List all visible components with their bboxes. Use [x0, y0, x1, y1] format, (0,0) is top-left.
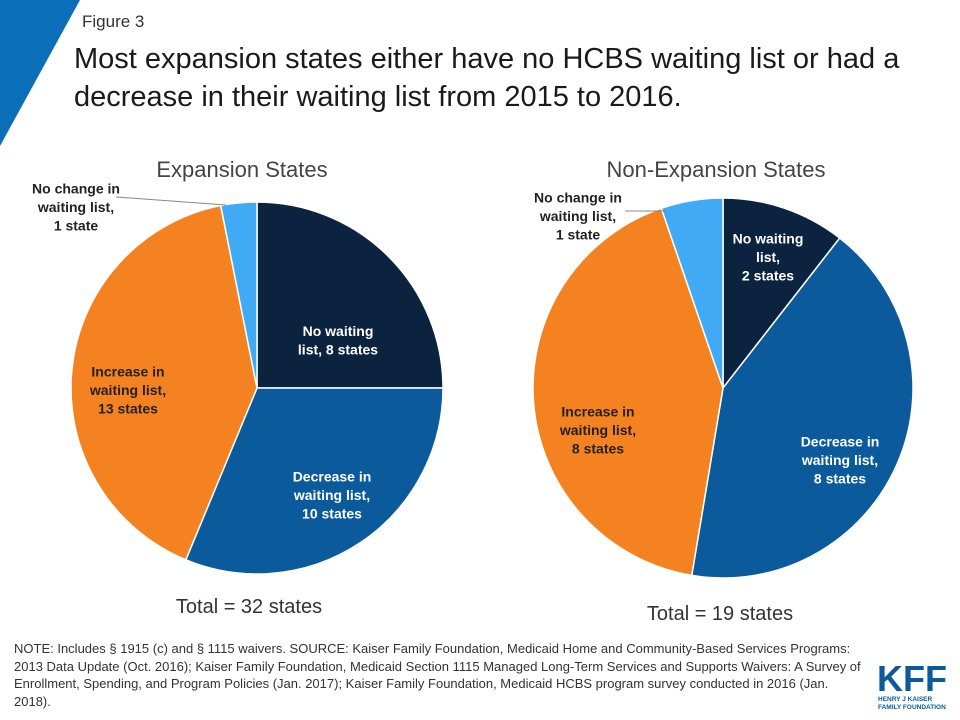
- data-label-no-change-in-waiting-list: No change in waiting list, 1 state: [32, 181, 120, 234]
- chart-title: Expansion States: [156, 157, 327, 182]
- pie-slice-no-change-in-waiting-list: [219, 201, 258, 389]
- pie-chart-non-expansion-states: No waiting list, 2 states Decrease in waitin…: [532, 157, 914, 625]
- page-title: Most expansion states either have no HCB…: [74, 43, 900, 113]
- pie-slice-increase-in-waiting-list: [532, 207, 724, 577]
- data-label-no-waiting-list: No waiting list, 8 states: [298, 323, 378, 358]
- data-label-no-change-in-waiting-list: No change in waiting list, 1 state: [534, 190, 622, 243]
- pie-slice-no-change-in-waiting-list: [660, 197, 724, 389]
- figure-label: Figure 3: [82, 12, 145, 31]
- pie-slice-decrease-in-waiting-list: [690, 237, 914, 579]
- pie-slice-increase-in-waiting-list: [70, 204, 258, 561]
- data-label-decrease-in-waiting-list: Decrease in waiting list, 10 states: [293, 469, 372, 522]
- pie-slice-decrease-in-waiting-list: [184, 387, 444, 575]
- total-label: Total = 19 states: [647, 603, 793, 625]
- source-note: NOTE: Includes § 1915 (c) and § 1115 wai…: [14, 641, 861, 709]
- data-label-decrease-in-waiting-list: Decrease in waiting list, 8 states: [801, 434, 880, 487]
- data-label-increase-in-waiting-list: Increase in waiting list, 13 states: [89, 364, 166, 417]
- pie-slice-no-waiting-list: [722, 197, 841, 391]
- logo-subtitle-line2: FAMILY FOUNDATION: [878, 704, 946, 711]
- pie-slice-no-waiting-list: [256, 201, 444, 389]
- data-label-no-waiting-list: No waiting list, 2 states: [733, 231, 804, 284]
- label-leader-line: [115, 196, 227, 206]
- chart-title: Non-Expansion States: [607, 157, 826, 182]
- kff-logo: KFF HENRY J KAISER FAMILY FOUNDATION: [877, 659, 947, 711]
- pie-charts: No waiting list, 8 states Decrease in waiti…: [32, 157, 914, 625]
- pie-chart-expansion-states: No waiting list, 8 states Decrease in waiti…: [32, 157, 444, 618]
- logo-subtitle-line1: HENRY J KAISER: [878, 696, 932, 703]
- total-label: Total = 32 states: [176, 596, 322, 618]
- data-label-increase-in-waiting-list: Increase in waiting list, 8 states: [559, 404, 636, 457]
- corner-accent-triangle: [0, 0, 80, 146]
- logo-text: KFF: [877, 659, 947, 699]
